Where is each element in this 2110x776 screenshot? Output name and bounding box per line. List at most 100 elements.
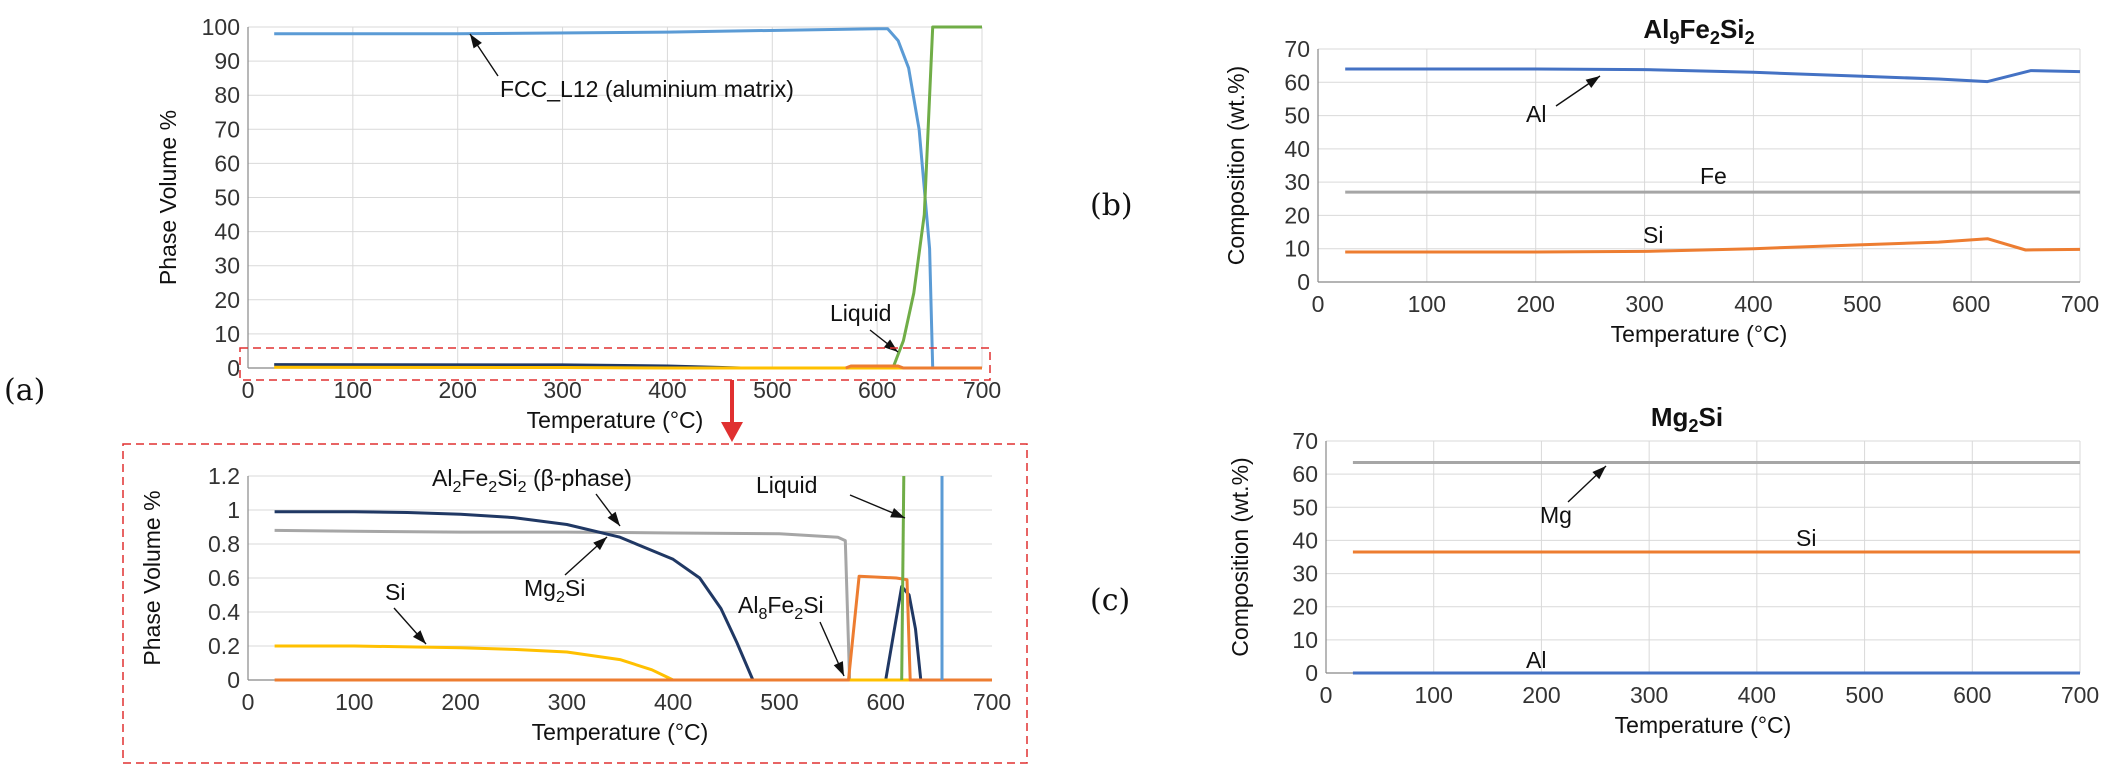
annotation-si-c: Si [1796,525,1816,551]
y-tick-label: 50 [1284,103,1310,129]
annotation-liquid-bottom: Liquid [756,472,817,498]
x-tick-label: 300 [1630,682,1668,708]
y-tick-label: 20 [1284,202,1310,228]
x-tick-label: 200 [441,689,479,715]
y-tick-label: 80 [214,82,240,108]
chart-a-top: 0 10 20 30 40 50 60 70 80 90 100 0 100 200 300 400 500 60… [155,14,1001,433]
x-tick-label: 0 [1312,291,1325,317]
annotation-al2fe2si2: Al2Fe2Si2 (β-phase) [432,465,632,496]
series-line-al [1345,67,2081,84]
x-tick-label: 100 [1408,291,1446,317]
chart-title-b: Al9Fe2Si2 [1643,14,1754,48]
y-tick-label: 50 [1292,494,1318,520]
x-axis-label: Temperature (°C) [532,719,709,745]
annotation-al-b: Al [1526,101,1546,127]
series-line-al2fe2si2-phase- [274,528,992,682]
y-tick-label: 40 [214,219,240,245]
chart-a-bottom: 0 0.2 0.4 0.6 0.8 1 1.2 0 100 200 300 400 500 600 700 T… [139,463,1011,745]
annotation-si-b: Si [1643,222,1663,248]
x-tick-label: 200 [1517,291,1555,317]
y-tick-label: 10 [1292,627,1318,653]
annotation-al-c: Al [1526,647,1546,673]
series-line-liquid [900,475,906,681]
arrow-mg-c-head [1592,466,1606,480]
x-tick-label: 700 [2061,682,2099,708]
y-tick-label: 1 [227,497,240,523]
y-tick-label: 40 [1284,136,1310,162]
x-tick-label: 400 [654,689,692,715]
x-tick-label: 700 [963,377,1001,403]
arrow-liquid-top-head [883,339,898,352]
x-tick-label: 400 [1738,682,1776,708]
y-tick-label: 10 [214,321,240,347]
y-tick-label: 30 [1292,561,1318,587]
y-axis-label: Composition (wt.%) [1223,66,1249,265]
y-tick-label: 0.4 [208,599,240,625]
y-tick-label: 0.2 [208,633,240,659]
x-tick-label: 500 [1845,682,1883,708]
y-tick-label: 0.6 [208,565,240,591]
series-line-si [1345,237,2081,254]
series-line-al8fe2si [845,364,982,370]
y-tick-label: 10 [1284,236,1310,262]
panel-label-a: (a) [4,373,45,408]
x-tick-label: 200 [439,377,477,403]
y-tick-label: 30 [1284,169,1310,195]
y-axis-label: Phase Volume % [155,110,181,285]
x-tick-label: 600 [1952,291,1990,317]
y-tick-label: 30 [214,253,240,279]
x-tick-label: 100 [335,689,373,715]
y-axis-label: Composition (wt.%) [1227,457,1253,656]
y-tick-label: 70 [1284,36,1310,62]
annotation-al8fe2si: Al8Fe2Si [738,592,824,623]
x-tick-label: 700 [2061,291,2099,317]
x-axis-label: Temperature (°C) [527,407,704,433]
x-tick-label: 200 [1522,682,1560,708]
x-tick-label: 500 [753,377,791,403]
x-tick-label: 500 [1843,291,1881,317]
x-axis-label: Temperature (°C) [1611,321,1788,347]
x-tick-label: 400 [648,377,686,403]
y-tick-label: 0 [1297,269,1310,295]
x-tick-label: 0 [242,377,255,403]
zoom-arrow-head [721,422,743,442]
arrow-al8fe2si-head [833,661,844,676]
y-tick-label: 20 [1292,594,1318,620]
x-tick-label: 0 [242,689,255,715]
x-tick-label: 400 [1734,291,1772,317]
y-tick-label: 100 [202,14,240,40]
x-tick-label: 0 [1320,682,1333,708]
zoom-region-box [239,347,991,381]
arrow-al-b-head [1585,76,1600,89]
y-tick-label: 0 [227,667,240,693]
annotation-liquid-top: Liquid [830,300,891,326]
y-tick-label: 0 [227,355,240,381]
arrow-si-a-head [412,630,426,644]
y-tick-label: 40 [1292,527,1318,553]
y-tick-label: 0.8 [208,531,240,557]
x-axis-label: Temperature (°C) [1615,712,1792,738]
x-tick-label: 300 [1625,291,1663,317]
y-tick-label: 60 [1284,69,1310,95]
y-tick-label: 50 [214,185,240,211]
arrow-al2fe2si2-head [607,511,620,526]
arrow-mg2si-a-head [593,537,607,551]
x-tick-label: 300 [543,377,581,403]
arrow-fcc-l12-head [470,34,482,49]
y-tick-label: 0 [1305,660,1318,686]
series-line-al8fe2si [274,574,992,682]
x-tick-label: 100 [1415,682,1453,708]
series-line-si [274,365,982,370]
x-tick-label: 600 [858,377,896,403]
x-tick-label: 600 [867,689,905,715]
annotation-mg2si-a: Mg2Si [524,575,585,606]
y-tick-label: 1.2 [208,463,240,489]
annotation-mg-c: Mg [1540,502,1572,528]
y-tick-label: 90 [214,48,240,74]
y-tick-label: 70 [214,116,240,142]
y-tick-label: 60 [214,150,240,176]
x-tick-label: 600 [1953,682,1991,708]
annotation-fe-b: Fe [1700,163,1727,189]
